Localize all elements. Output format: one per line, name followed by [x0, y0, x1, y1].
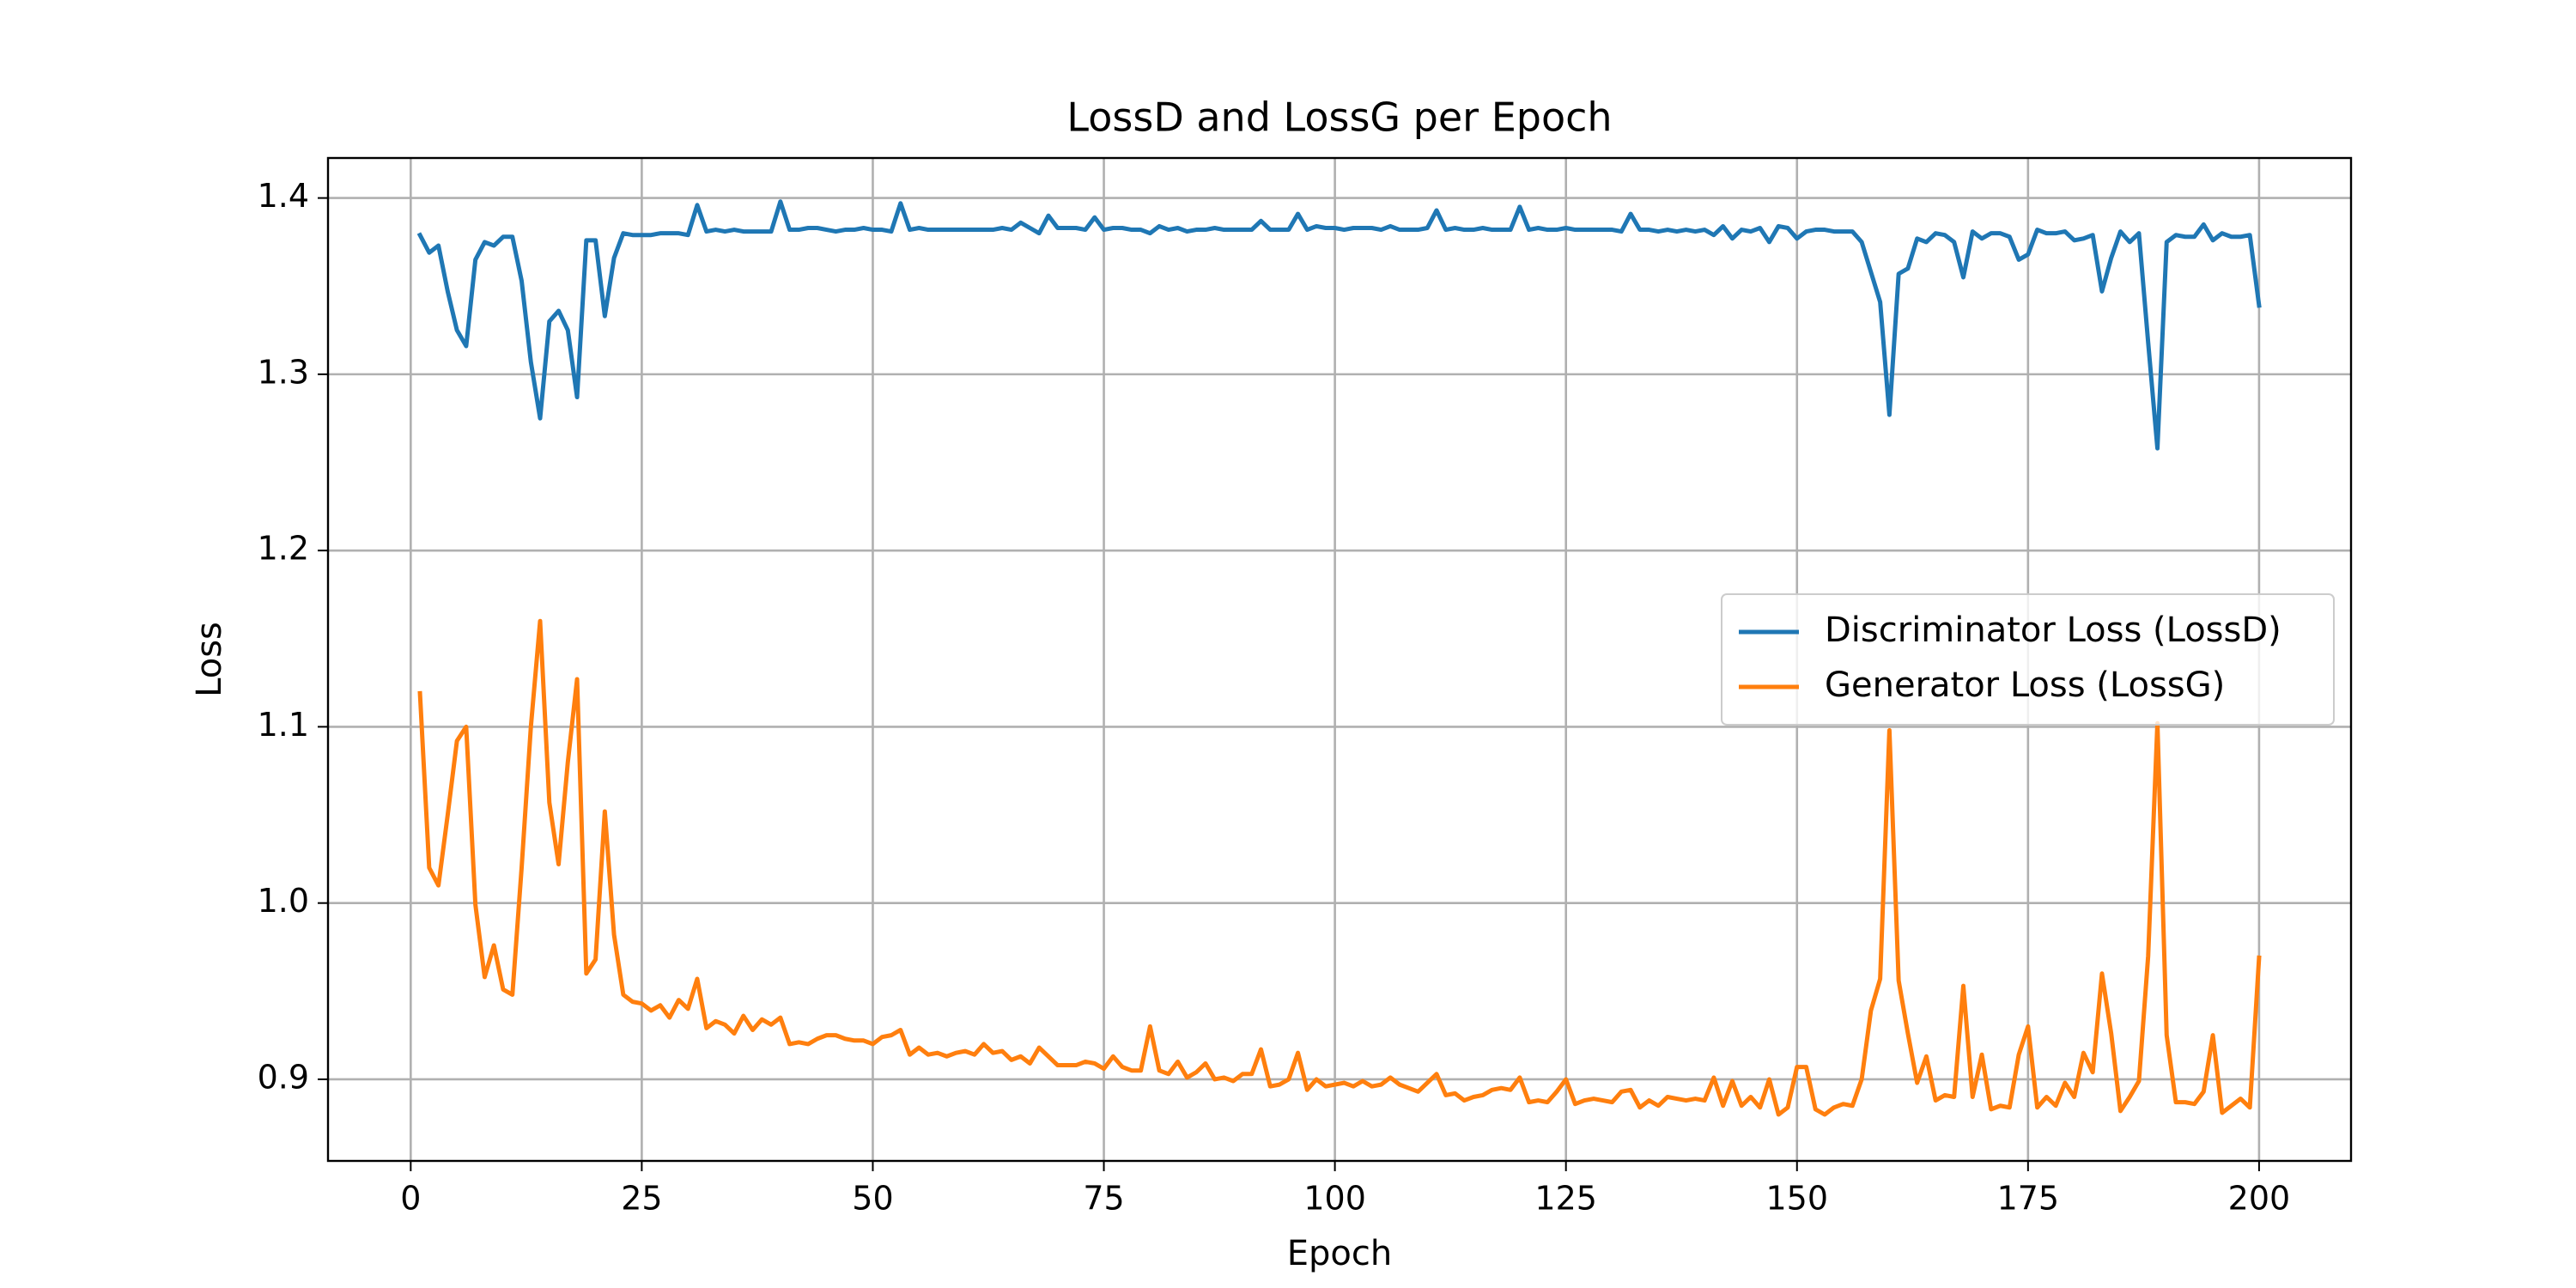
chart-title: LossD and LossG per Epoch: [1066, 94, 1612, 141]
y-tick-label: 1.1: [258, 706, 309, 744]
x-tick-label: 150: [1765, 1180, 1828, 1218]
legend: Discriminator Loss (LossD) Generator Loss…: [1721, 593, 2335, 726]
y-tick-label: 0.9: [258, 1058, 309, 1096]
x-tick-label: 200: [2228, 1180, 2291, 1218]
plot-frame: [326, 156, 2353, 1163]
legend-box: [1721, 593, 2335, 726]
series-line: [417, 618, 2262, 1117]
x-axis-label: Epoch: [1287, 1234, 1392, 1273]
series-line: [416, 199, 2262, 451]
y-tick-label: 1.0: [258, 882, 309, 920]
x-tick-label: 0: [400, 1180, 421, 1218]
x-tick-label: 100: [1303, 1180, 1366, 1218]
x-tick-label: 125: [1534, 1180, 1597, 1218]
y-axis-label: Loss: [190, 622, 229, 697]
y-tick-label: 1.4: [258, 177, 309, 215]
y-tick-label: 1.2: [258, 530, 309, 568]
y-tick-label: 1.3: [258, 353, 309, 391]
legend-label: Discriminator Loss (LossD): [1825, 611, 2281, 650]
x-tick-label: 50: [852, 1180, 893, 1218]
lines: [416, 199, 2262, 1117]
x-tick-label: 175: [1997, 1180, 2060, 1218]
legend-label: Generator Loss (LossG): [1825, 665, 2225, 705]
x-tick-label: 25: [621, 1180, 662, 1218]
x-tick-label: 75: [1083, 1180, 1124, 1218]
axes: 0 25 50 75 100 125 150 175 200 0.9 1.0 1.1 1.2 1.3 1.4: [258, 156, 2353, 1218]
